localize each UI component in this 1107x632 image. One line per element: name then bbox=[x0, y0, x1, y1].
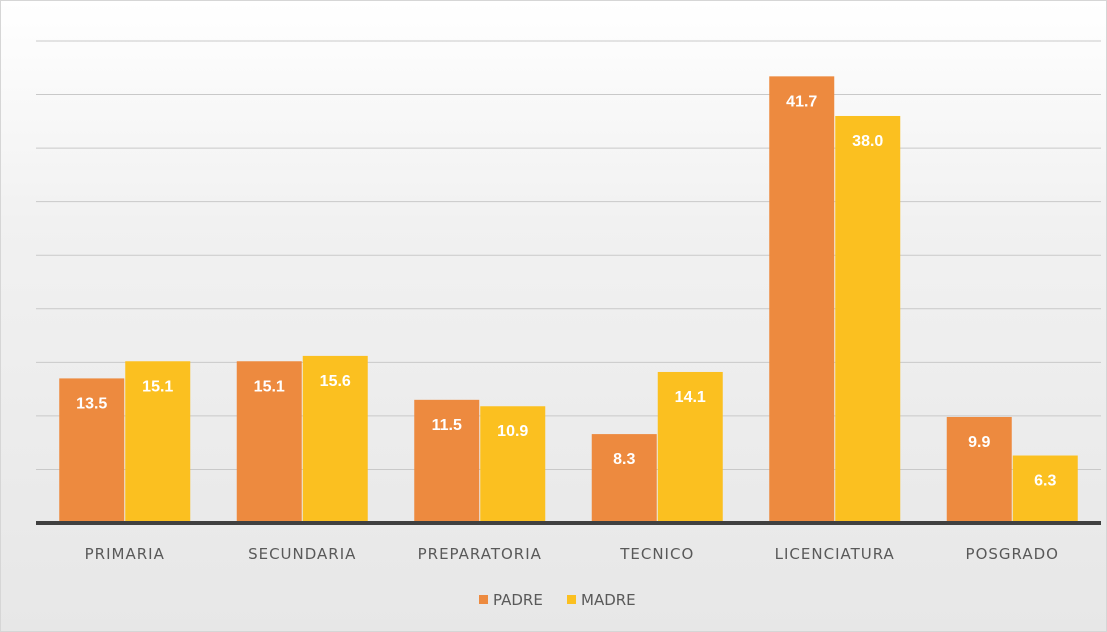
data-label: 15.1 bbox=[254, 378, 285, 395]
data-label: 14.1 bbox=[675, 389, 706, 406]
bar-padre bbox=[59, 378, 125, 523]
category-label: POSGRADO bbox=[966, 545, 1059, 563]
data-label: 41.7 bbox=[786, 93, 817, 110]
data-label: 10.9 bbox=[497, 423, 528, 440]
bar-madre bbox=[125, 361, 191, 523]
data-label: 11.5 bbox=[432, 417, 462, 434]
legend-swatch-padre bbox=[479, 595, 488, 604]
bar-padre bbox=[414, 399, 480, 523]
bar-padre bbox=[591, 434, 657, 523]
legend: PADRE MADRE bbox=[479, 591, 636, 609]
category-label: TECNICO bbox=[619, 545, 694, 563]
data-label: 38.0 bbox=[852, 133, 883, 150]
bar-padre bbox=[236, 361, 302, 523]
data-label: 9.9 bbox=[968, 434, 990, 451]
bar-madre bbox=[1012, 455, 1078, 523]
legend-label-madre: MADRE bbox=[581, 591, 636, 609]
bars bbox=[59, 76, 1078, 523]
bar-madre bbox=[480, 406, 546, 523]
category-label: PRIMARIA bbox=[85, 545, 165, 563]
category-label: PREPARATORIA bbox=[418, 545, 542, 563]
bar-madre bbox=[302, 355, 368, 523]
category-labels: PRIMARIA SECUNDARIA PREPARATORIA TECNICO LIC… bbox=[85, 545, 1059, 563]
legend-label-padre: PADRE bbox=[493, 591, 543, 609]
data-label: 15.6 bbox=[320, 373, 351, 390]
gridlines bbox=[36, 40, 1101, 470]
data-label: 15.1 bbox=[142, 378, 173, 395]
bar-madre bbox=[835, 115, 901, 523]
data-label: 13.5 bbox=[76, 395, 107, 412]
bar-padre bbox=[769, 76, 835, 523]
bar-madre bbox=[657, 371, 723, 523]
data-label: 8.3 bbox=[613, 451, 635, 468]
category-label: SECUNDARIA bbox=[248, 545, 356, 563]
data-label: 6.3 bbox=[1034, 473, 1056, 490]
bar-padre bbox=[946, 416, 1012, 523]
legend-swatch-madre bbox=[567, 595, 576, 604]
data-labels: 13.5 15.1 15.1 15.6 11.5 10.9 8.3 14.1 41.7 38.0 9… bbox=[76, 93, 1056, 489]
category-label: LICENCIATURA bbox=[775, 545, 895, 563]
